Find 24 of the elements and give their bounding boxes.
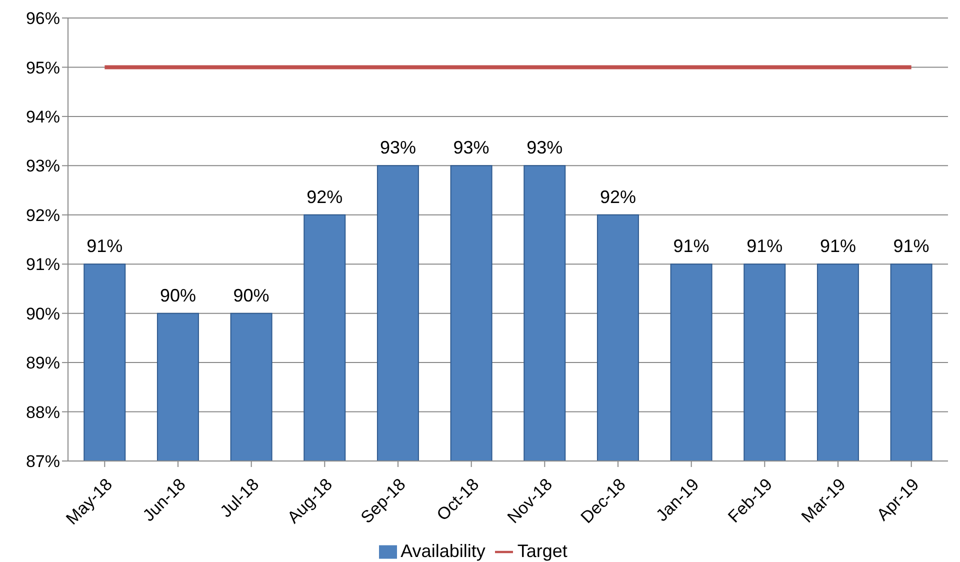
data-label: 91% [673, 236, 710, 256]
data-label: 91% [893, 236, 930, 256]
data-label: 91% [820, 236, 856, 256]
data-label: 90% [160, 285, 196, 306]
data-label: 91% [86, 236, 123, 256]
legend-label: Availability [400, 541, 486, 561]
y-tick-label: 90% [26, 304, 60, 324]
data-label: 91% [746, 236, 783, 256]
y-tick-label: 89% [26, 354, 60, 373]
y-tick-label: 93% [26, 156, 60, 176]
y-tick-label: 91% [26, 255, 60, 274]
legend-label: Target [517, 541, 568, 561]
data-label: 92% [600, 186, 636, 207]
y-tick-label: 92% [26, 206, 60, 225]
y-tick-label: 94% [26, 107, 60, 126]
data-label: 92% [306, 186, 343, 207]
data-label: 93% [380, 138, 416, 158]
y-tick-label: 96% [26, 9, 60, 28]
y-tick-label: 88% [26, 402, 60, 422]
data-label: 90% [233, 285, 270, 306]
y-tick-label: 95% [26, 58, 60, 78]
data-label: 93% [526, 138, 563, 158]
data-label: 93% [453, 138, 490, 158]
y-tick-label: 87% [26, 452, 60, 472]
